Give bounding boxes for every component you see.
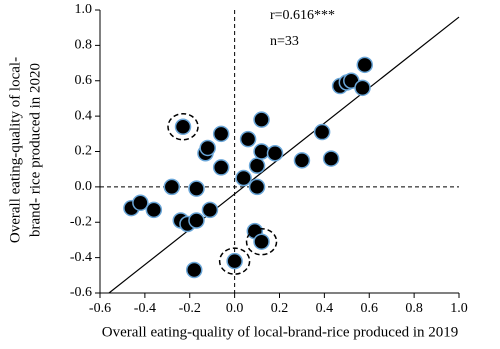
y-tick-label: 0.4 [75,108,93,123]
point [145,201,163,219]
point [185,261,203,279]
x-tick-label: -0.4 [134,301,156,316]
x-axis-label: Overall eating-quality of local-brand-ri… [102,324,459,340]
annotation: r=0.616*** [270,8,335,23]
y-tick-label: -0.6 [70,285,92,300]
point [253,143,270,160]
highlight-ring [218,247,251,275]
point [132,194,149,212]
x-tick-label: 0.8 [405,301,423,316]
x-tick-label: 1.0 [450,301,468,316]
point [188,212,205,229]
point [293,152,311,169]
fit-line [108,16,460,294]
point [174,118,192,135]
point [212,159,230,176]
y-tick-label: -0.2 [70,214,92,229]
point [163,178,181,196]
y-tick-label: 1.0 [75,2,93,17]
point [356,56,374,74]
point [354,79,371,97]
x-tick-label: 0.4 [316,301,334,316]
point [322,150,340,167]
highlight-ring [245,227,278,256]
point [226,252,243,270]
point [201,201,219,219]
point [212,125,230,143]
point [248,178,266,196]
point [253,111,270,128]
y-axis-label: brand- rice produced in 2020 [27,63,43,237]
point [239,130,257,148]
y-tick-label: 0.6 [75,73,93,88]
x-tick-label: 0.6 [361,301,379,316]
x-tick-label: -0.2 [179,301,201,316]
y-tick-label: 0.0 [75,179,93,194]
point [199,139,216,157]
x-tick-label: -0.6 [89,301,111,316]
highlight-ring [167,112,199,141]
point [248,157,266,174]
annotation: n=33 [270,34,299,49]
point [235,169,252,187]
x-tick-label: 0.2 [271,301,289,316]
y-tick-label: -0.4 [70,250,92,265]
point [266,145,284,162]
y-tick-label: 0.2 [75,144,93,159]
point [253,233,270,250]
y-tick-label: 0.8 [75,38,93,53]
y-axis-label: Overall eating-quality of local- [7,57,23,243]
point [188,180,205,197]
x-tick-label: 0.0 [226,301,244,316]
point [313,123,331,141]
